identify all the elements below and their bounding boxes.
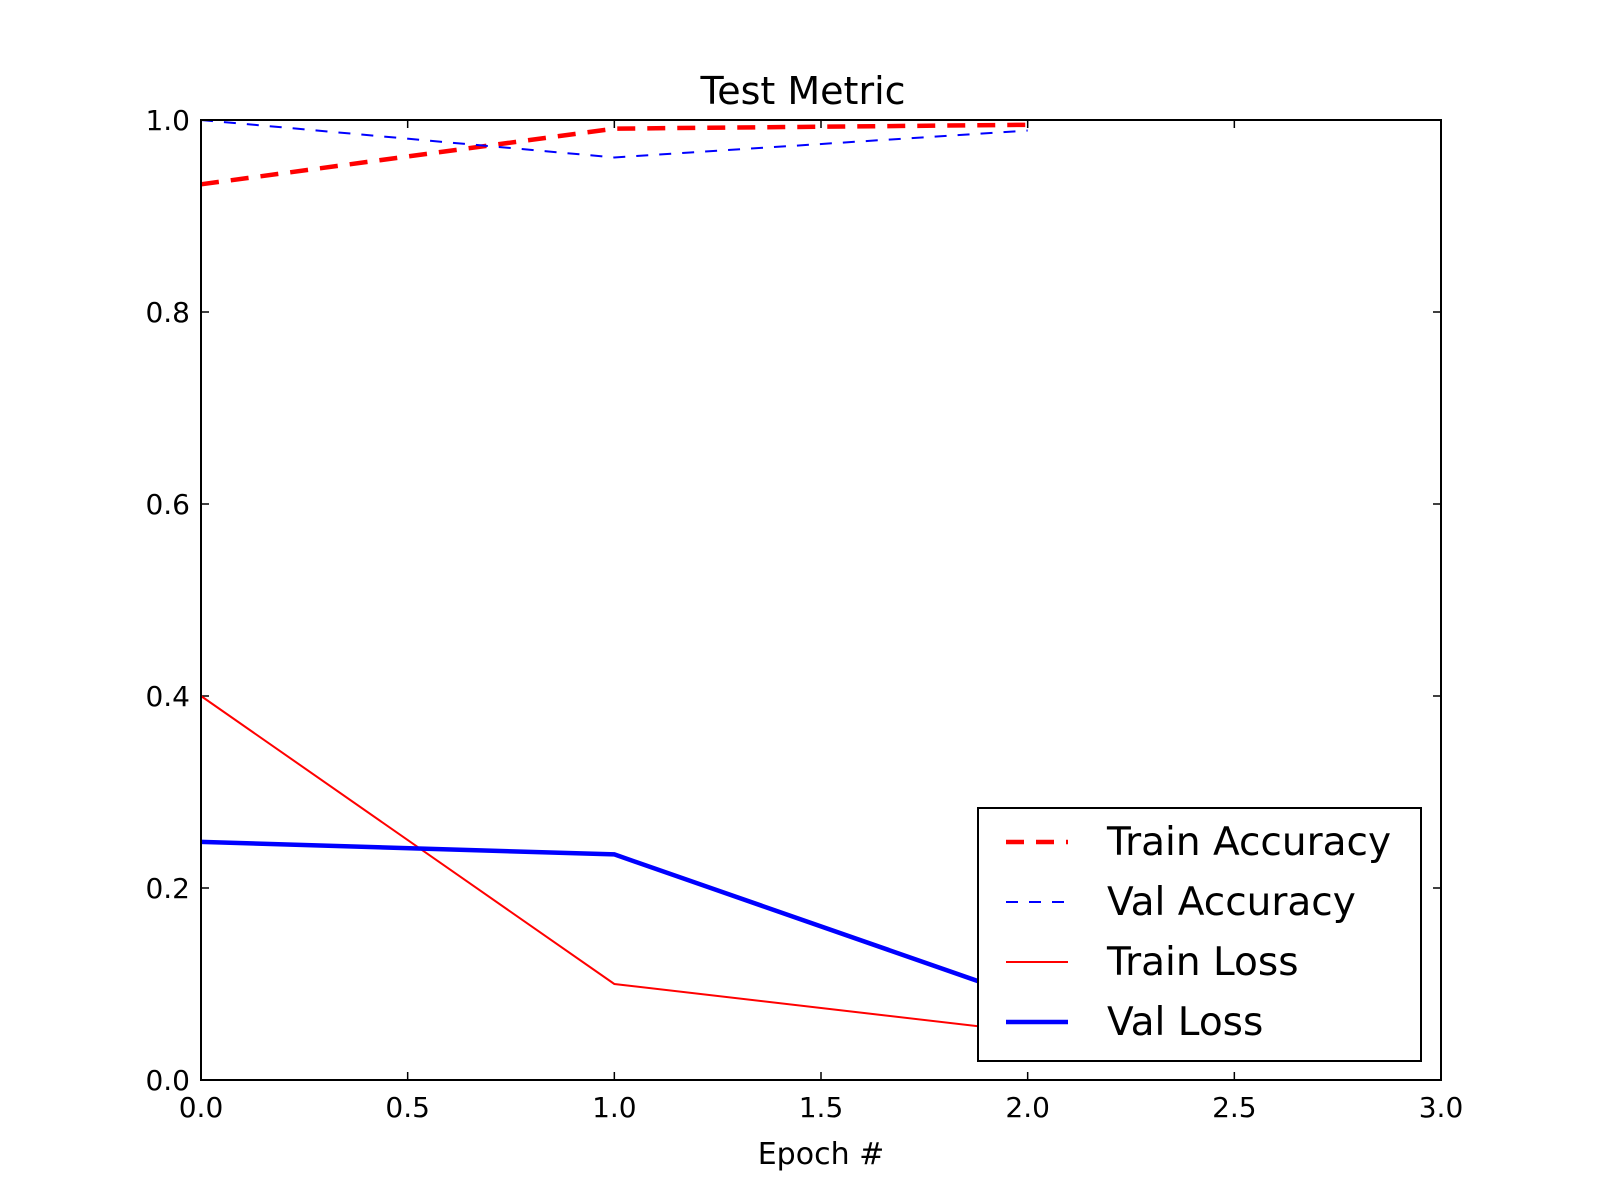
x-tick-label: 2.5 — [1212, 1091, 1257, 1124]
x-tick-label: 1.0 — [592, 1091, 637, 1124]
legend-box — [977, 807, 1422, 1062]
y-tick-label: 0.2 — [145, 872, 190, 905]
series-lines — [200, 119, 1029, 1033]
x-tick-label: 1.5 — [799, 1091, 844, 1124]
series-line-val-accuracy — [200, 119, 1028, 159]
legend: Train Accuracy Val Accuracy Train Loss Val … — [977, 807, 1422, 1062]
legend-label: Train Accuracy — [1106, 820, 1391, 865]
series-line-train-accuracy — [200, 122, 1028, 187]
plot-frame — [200, 119, 1442, 1081]
legend-label: Val Loss — [1107, 1000, 1263, 1045]
y-tick-label: 0.4 — [145, 680, 190, 713]
y-tick-label: 0.6 — [145, 488, 190, 521]
series-line-train-loss — [200, 695, 1028, 1033]
legend-label: Train Loss — [1106, 940, 1299, 985]
tick-labels: 0.0 0.5 1.0 1.5 2.0 2.5 3.0 0.0 0.2 0.4 0.6 0.8 1.0 — [145, 104, 1463, 1124]
y-tick-label: 1.0 — [145, 104, 190, 137]
x-tick-label: 0.0 — [179, 1091, 224, 1124]
y-tick-label: 0.0 — [145, 1064, 190, 1097]
x-axis-title: Epoch # — [758, 1137, 885, 1172]
y-tick-label: 0.8 — [145, 296, 190, 329]
legend-label: Val Accuracy — [1107, 880, 1356, 925]
series-line-val-loss — [200, 839, 1029, 1001]
x-tick-label: 0.5 — [385, 1091, 430, 1124]
x-tick-label: 3.0 — [1419, 1091, 1464, 1124]
x-tick-label: 2.0 — [1005, 1091, 1050, 1124]
chart-title: Test Metric — [699, 69, 905, 113]
